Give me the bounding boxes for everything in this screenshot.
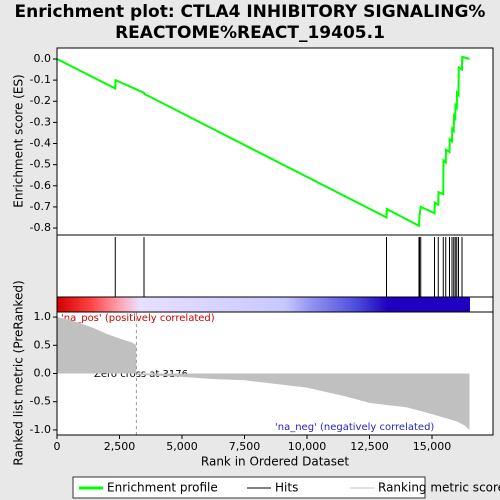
y-tick-label: -1.0 [30, 423, 51, 436]
y-tick-label: 1.0 [34, 310, 52, 323]
legend-label: Hits [275, 481, 298, 495]
y-tick-label: 0.0 [34, 367, 52, 380]
x-axis-label: Rank in Ordered Dataset [201, 455, 349, 469]
y-axis-label: Ranked list metric (PreRanked) [12, 280, 26, 465]
y-axis-label: Enrichment score (ES) [12, 74, 26, 207]
y-tick-label: -0.5 [30, 395, 51, 408]
title-line: Enrichment plot: CTLA4 INHIBITORY SIGNAL… [15, 2, 486, 22]
title-line: REACTOME%REACT_19405.1 [115, 23, 385, 43]
color-bar [57, 297, 470, 312]
y-tick-label: -0.7 [30, 200, 51, 213]
y-tick-label: -0.6 [30, 179, 51, 192]
legend-label: Enrichment profile [107, 481, 218, 495]
y-tick-label: -0.8 [30, 221, 51, 234]
y-tick-label: -0.1 [30, 73, 51, 86]
x-tick-label: 10,000 [288, 440, 327, 453]
x-tick-label: 7,500 [229, 440, 261, 453]
y-tick-label: 0.0 [34, 52, 52, 65]
legend-label: Ranking metric scores [378, 481, 500, 495]
y-tick-label: -0.4 [30, 137, 51, 150]
x-tick-label: 5,000 [166, 440, 198, 453]
annotation: 'na_pos' (positively correlated) [61, 313, 215, 324]
y-tick-label: -0.3 [30, 115, 51, 128]
x-tick-label: 12,500 [350, 440, 389, 453]
es-line [56, 55, 470, 228]
x-tick-label: 2,500 [104, 440, 136, 453]
panel-frame [56, 296, 494, 313]
y-tick-label: -0.5 [30, 158, 51, 171]
metric-area [57, 317, 470, 430]
x-tick-label: 15,000 [413, 440, 452, 453]
x-tick-label: 0 [54, 440, 61, 453]
y-tick-label: -0.2 [30, 94, 51, 107]
y-tick-label: 0.5 [34, 338, 52, 351]
annotation: 'na_neg' (negatively correlated) [275, 422, 434, 433]
